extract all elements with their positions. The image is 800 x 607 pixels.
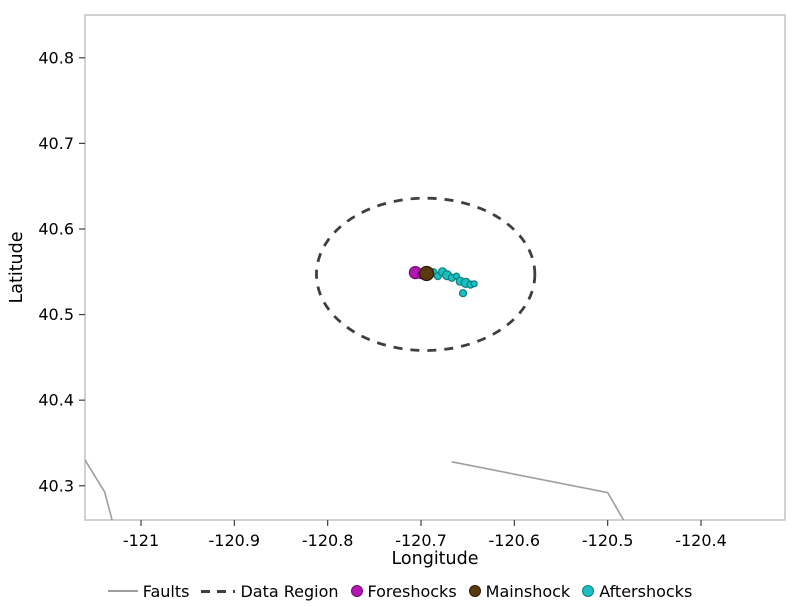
y-tick-label: 40.4 — [38, 391, 74, 410]
legend-label: Data Region — [240, 581, 339, 601]
dashed-line-marker-icon — [201, 589, 236, 593]
legend-label: Aftershocks — [599, 581, 693, 601]
scatter-plot-canvas: -121 -120.9 -120.8 -120.7 -120.6 -120.5 -120.4… — [7, 14, 786, 569]
x-axis-title: Longitude — [391, 549, 478, 569]
legend-item-foreshocks: Foreshocks — [350, 581, 457, 601]
dot-marker-icon — [350, 585, 363, 597]
legend-item-data-region: Data Region — [201, 581, 339, 601]
dot-marker-icon — [582, 585, 595, 597]
y-tick-label: 40.7 — [38, 134, 74, 153]
legend-label: Foreshocks — [367, 581, 457, 601]
x-tick-label: -120.8 — [302, 531, 354, 550]
x-tick-label: -120.4 — [675, 531, 727, 550]
aftershocks-point — [458, 289, 468, 298]
legend-item-aftershocks: Aftershocks — [582, 582, 692, 601]
legend: Faults Data Region Foreshocks Mainshock Afte… — [0, 576, 800, 606]
legend-item-mainshock: Mainshock — [468, 581, 571, 601]
legend-label: Faults — [142, 581, 190, 601]
dot-marker-icon — [468, 585, 481, 597]
fault-line — [451, 461, 625, 521]
line-marker-icon — [107, 590, 138, 592]
y-tick-label: 40.6 — [38, 219, 74, 238]
y-axis-title: Latitude — [7, 231, 27, 303]
plot-border — [84, 14, 786, 521]
x-tick-label: -120.9 — [209, 531, 261, 550]
y-tick-label: 40.5 — [38, 305, 74, 324]
mainshock-point — [419, 265, 435, 282]
x-tick-label: -120.5 — [582, 531, 634, 550]
y-tick-label: 40.8 — [38, 48, 74, 67]
x-tick-label: -120.6 — [489, 531, 541, 550]
data-region-ellipse — [315, 196, 537, 352]
legend-item-faults: Faults — [107, 581, 190, 601]
legend-label: Mainshock — [485, 581, 571, 601]
x-tick-label: -120.7 — [395, 531, 447, 550]
aftershocks-point — [470, 280, 478, 288]
x-tick-label: -121 — [123, 531, 159, 550]
y-tick-label: 40.3 — [38, 476, 74, 495]
fault-line — [84, 459, 113, 521]
